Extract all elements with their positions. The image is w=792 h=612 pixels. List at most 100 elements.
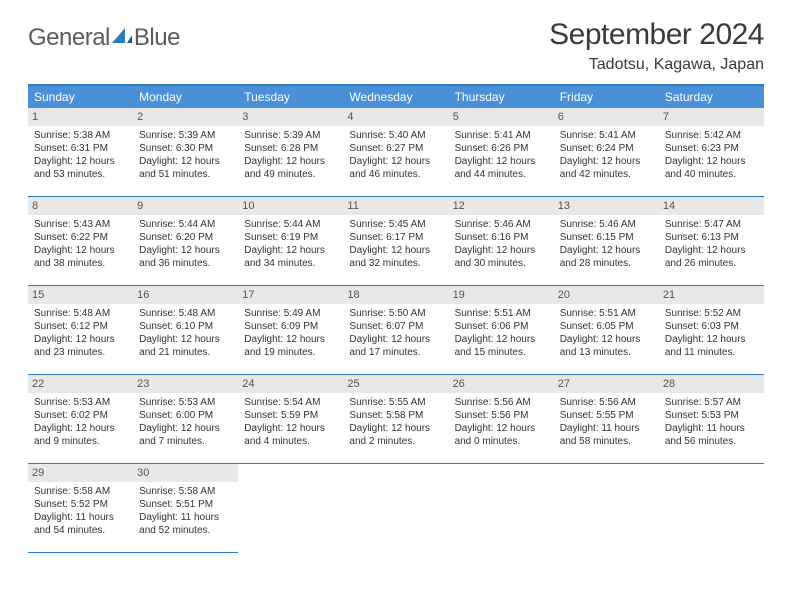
calendar-cell: 20Sunrise: 5:51 AMSunset: 6:05 PMDayligh… [554, 286, 659, 375]
calendar-empty-cell [449, 464, 554, 553]
daylight-line: Daylight: 12 hours and 23 minutes. [34, 333, 127, 359]
calendar-row: 15Sunrise: 5:48 AMSunset: 6:12 PMDayligh… [28, 286, 764, 375]
daylight-line: Daylight: 11 hours and 58 minutes. [560, 422, 653, 448]
sunset-line: Sunset: 6:26 PM [455, 142, 548, 155]
weekday-header: Sunday [28, 85, 133, 108]
month-title: September 2024 [549, 18, 764, 52]
sunrise-line: Sunrise: 5:48 AM [34, 307, 127, 320]
sunrise-line: Sunrise: 5:47 AM [665, 218, 758, 231]
calendar-empty-cell [343, 464, 448, 553]
calendar-cell: 13Sunrise: 5:46 AMSunset: 6:15 PMDayligh… [554, 197, 659, 286]
calendar-cell: 12Sunrise: 5:46 AMSunset: 6:16 PMDayligh… [449, 197, 554, 286]
daylight-line: Daylight: 11 hours and 54 minutes. [34, 511, 127, 537]
daylight-line: Daylight: 12 hours and 34 minutes. [244, 244, 337, 270]
daylight-line: Daylight: 12 hours and 42 minutes. [560, 155, 653, 181]
day-number: 8 [28, 197, 133, 215]
daylight-line: Daylight: 12 hours and 17 minutes. [349, 333, 442, 359]
daylight-line: Daylight: 12 hours and 49 minutes. [244, 155, 337, 181]
day-number: 11 [343, 197, 448, 215]
sunset-line: Sunset: 5:55 PM [560, 409, 653, 422]
day-number: 4 [343, 108, 448, 126]
sunset-line: Sunset: 6:10 PM [139, 320, 232, 333]
day-number: 18 [343, 286, 448, 304]
weekday-header-row: Sunday Monday Tuesday Wednesday Thursday… [28, 85, 764, 108]
sunset-line: Sunset: 6:24 PM [560, 142, 653, 155]
calendar-row: 8Sunrise: 5:43 AMSunset: 6:22 PMDaylight… [28, 197, 764, 286]
sunset-line: Sunset: 6:02 PM [34, 409, 127, 422]
sunrise-line: Sunrise: 5:55 AM [349, 396, 442, 409]
sunset-line: Sunset: 6:12 PM [34, 320, 127, 333]
sunrise-line: Sunrise: 5:39 AM [244, 129, 337, 142]
calendar-cell: 28Sunrise: 5:57 AMSunset: 5:53 PMDayligh… [659, 375, 764, 464]
calendar-row: 22 Sunrise: 5:53 AMSunset: 6:02 PM Dayligh… [28, 375, 764, 464]
sunrise-line: Sunrise: 5:44 AM [244, 218, 337, 231]
calendar-cell: 1Sunrise: 5:38 AMSunset: 6:31 PMDaylight… [28, 108, 133, 197]
sunset-line: Sunset: 6:06 PM [455, 320, 548, 333]
daylight-line: Daylight: 12 hours and 13 minutes. [560, 333, 653, 359]
sunrise-line: Sunrise: 5:51 AM [455, 307, 548, 320]
sunrise-line: Sunrise: 5:51 AM [560, 307, 653, 320]
calendar-cell: 24 Sunrise: 5:54 AMSunset: 5:59 PMDayligh… [238, 375, 343, 464]
weekday-header: Saturday [659, 85, 764, 108]
daylight-line: Daylight: 12 hours and 19 minutes. [244, 333, 337, 359]
sunset-line: Sunset: 6:16 PM [455, 231, 548, 244]
day-number: 7 [659, 108, 764, 126]
sunset-line: Sunset: 6:13 PM [665, 231, 758, 244]
sunset-line: Sunset: 6:17 PM [349, 231, 442, 244]
weekday-header: Wednesday [343, 85, 448, 108]
calendar-cell: 27 Sunrise: 5:56 AMSunset: 5:55 PMDayligh… [554, 375, 659, 464]
day-number: 15 [28, 286, 133, 304]
weekday-header: Thursday [449, 85, 554, 108]
sunset-line: Sunset: 5:56 PM [455, 409, 548, 422]
logo: General Blue [28, 24, 180, 52]
sunset-line: Sunset: 6:22 PM [34, 231, 127, 244]
calendar-cell: 22Sunrise: 5:53 AMSunset: 6:02 PMDayligh… [28, 375, 133, 464]
calendar-cell: 10Sunrise: 5:44 AMSunset: 6:19 PMDayligh… [238, 197, 343, 286]
daylight-line: Daylight: 12 hours and 36 minutes. [139, 244, 232, 270]
sunrise-line: Sunrise: 5:54 AM [244, 396, 337, 409]
calendar-row: 29Sunrise: 5:58 AMSunset: 5:52 PMDayligh… [28, 464, 764, 553]
location: Tadotsu, Kagawa, Japan [549, 56, 764, 74]
daylight-line: Daylight: 12 hours and 30 minutes. [455, 244, 548, 270]
day-number: 30 [133, 464, 238, 482]
day-number: 24 [238, 375, 343, 393]
calendar-empty-cell [659, 464, 764, 553]
daylight-line: Daylight: 12 hours and 0 minutes. [455, 422, 548, 448]
day-number: 27 [554, 375, 659, 393]
calendar-empty-cell [238, 464, 343, 553]
sunset-line: Sunset: 6:07 PM [349, 320, 442, 333]
sunrise-line: Sunrise: 5:48 AM [139, 307, 232, 320]
daylight-line: Daylight: 12 hours and 38 minutes. [34, 244, 127, 270]
daylight-line: Daylight: 12 hours and 28 minutes. [560, 244, 653, 270]
daylight-line: Daylight: 12 hours and 32 minutes. [349, 244, 442, 270]
sunrise-line: Sunrise: 5:57 AM [665, 396, 758, 409]
sunset-line: Sunset: 6:15 PM [560, 231, 653, 244]
sunset-line: Sunset: 6:20 PM [139, 231, 232, 244]
sunset-line: Sunset: 5:59 PM [244, 409, 337, 422]
daylight-line: Daylight: 12 hours and 2 minutes. [349, 422, 442, 448]
calendar-cell: 4Sunrise: 5:40 AMSunset: 6:27 PMDaylight… [343, 108, 448, 197]
day-number: 22 [28, 375, 133, 393]
sunrise-line: Sunrise: 5:52 AM [665, 307, 758, 320]
day-number: 17 [238, 286, 343, 304]
sunset-line: Sunset: 6:28 PM [244, 142, 337, 155]
sunrise-line: Sunrise: 5:42 AM [665, 129, 758, 142]
day-number: 25 [343, 375, 448, 393]
calendar-cell: 17Sunrise: 5:49 AMSunset: 6:09 PMDayligh… [238, 286, 343, 375]
sunrise-line: Sunrise: 5:40 AM [349, 129, 442, 142]
sunrise-line: Sunrise: 5:41 AM [455, 129, 548, 142]
day-number: 16 [133, 286, 238, 304]
calendar-grid: Sunday Monday Tuesday Wednesday Thursday… [28, 84, 764, 553]
calendar-cell: 5Sunrise: 5:41 AMSunset: 6:26 PMDaylight… [449, 108, 554, 197]
sunrise-line: Sunrise: 5:53 AM [34, 396, 127, 409]
sunset-line: Sunset: 6:23 PM [665, 142, 758, 155]
daylight-line: Daylight: 12 hours and 11 minutes. [665, 333, 758, 359]
daylight-line: Daylight: 12 hours and 4 minutes. [244, 422, 337, 448]
day-number: 1 [28, 108, 133, 126]
sunrise-line: Sunrise: 5:56 AM [560, 396, 653, 409]
day-number: 5 [449, 108, 554, 126]
calendar-cell: 23Sunrise: 5:53 AMSunset: 6:00 PMDayligh… [133, 375, 238, 464]
sunrise-line: Sunrise: 5:56 AM [455, 396, 548, 409]
day-number: 6 [554, 108, 659, 126]
calendar-empty-cell [554, 464, 659, 553]
